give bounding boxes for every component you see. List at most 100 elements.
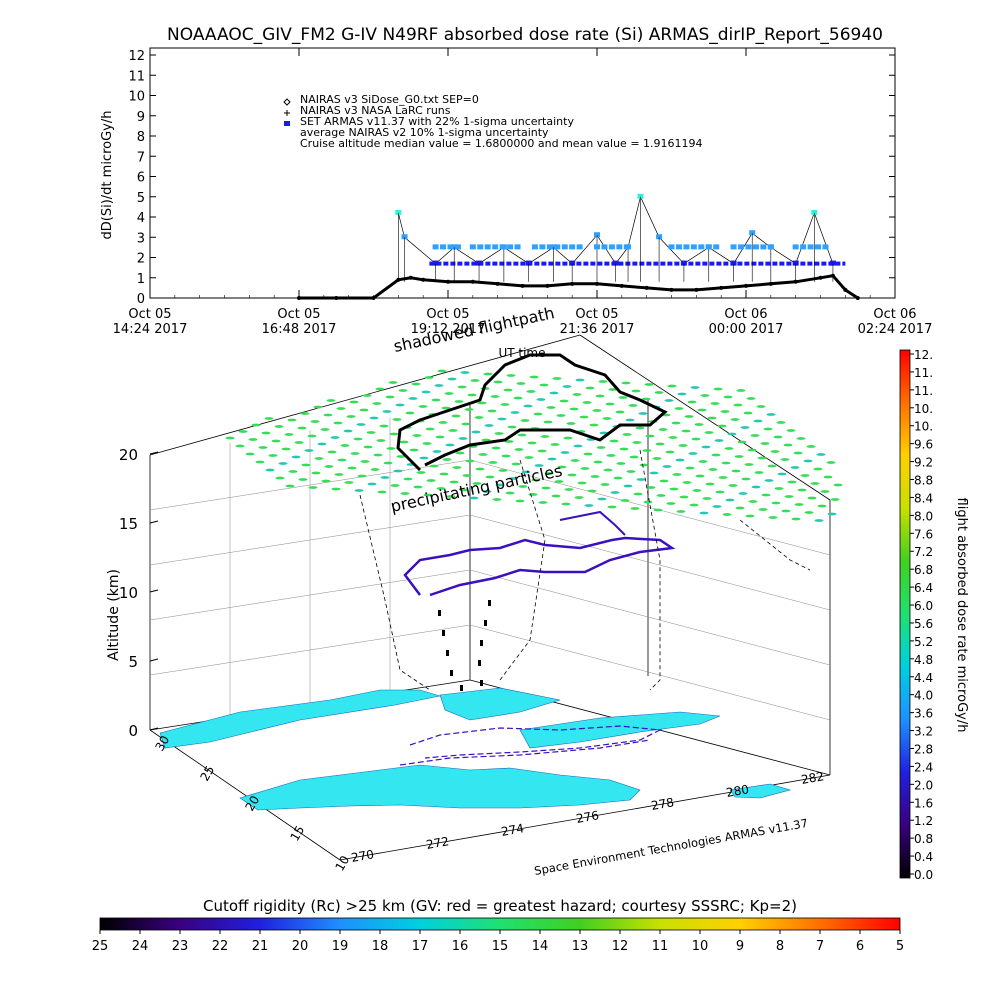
y-tick-label: 6 (137, 171, 145, 186)
particle-marker (582, 401, 592, 404)
particle-marker (654, 391, 664, 394)
rigidity-colorbar-tick-label: 25 (92, 939, 109, 954)
particle-marker (311, 471, 321, 475)
particle-marker (616, 462, 626, 465)
particle-marker (423, 493, 433, 497)
particle-marker (669, 487, 679, 491)
rigidity-colorbar-tick-label: 23 (172, 939, 189, 954)
dose-colorbar-tick-label: 1.2 (914, 814, 933, 828)
dose-colorbar-tick-label: 0.4 (914, 850, 933, 864)
particle-marker (730, 418, 740, 421)
floor-path-2 (399, 739, 651, 766)
particle-marker (274, 425, 284, 428)
particle-marker (505, 491, 515, 495)
particle-marker (446, 495, 456, 498)
particle-marker (728, 484, 738, 487)
particle-marker (424, 376, 434, 379)
altitude-tick (149, 589, 159, 593)
particle-marker (557, 465, 567, 469)
particle-marker (238, 430, 248, 433)
particle-marker (668, 436, 678, 439)
armas-point-upper (477, 244, 484, 250)
particle-marker (573, 444, 583, 448)
particle-marker (445, 443, 455, 447)
rigidity-colorbar-tick-label: 13 (572, 939, 589, 954)
particle-marker (593, 460, 603, 464)
particle-marker (672, 473, 682, 476)
particle-marker (711, 453, 721, 457)
particle-marker (675, 458, 685, 462)
particle-marker (426, 479, 436, 482)
particle-marker (393, 469, 403, 473)
particle-marker (577, 481, 587, 485)
particle-marker (705, 482, 715, 486)
particle-marker (516, 382, 526, 385)
particle-marker (793, 451, 803, 455)
armas-point (476, 260, 483, 266)
dose-colorbar-tick-label: 6.0 (914, 599, 933, 613)
particle-marker (370, 468, 380, 471)
armas-point-upper (576, 244, 583, 250)
particle-marker (334, 473, 344, 476)
particle-marker (321, 479, 331, 483)
particle-marker (481, 438, 491, 442)
armas-point-upper (752, 244, 759, 250)
particle-marker (451, 414, 461, 418)
particle-marker (738, 492, 748, 495)
particle-marker (823, 475, 833, 479)
particle-marker (689, 503, 699, 507)
particle-marker (704, 431, 714, 434)
particle-marker (377, 490, 387, 494)
particle-marker (724, 447, 734, 450)
particle-marker (268, 454, 278, 457)
particle-marker (751, 485, 761, 489)
particle-marker (380, 476, 390, 479)
y-tick-label: 0 (137, 292, 145, 307)
particle-marker (297, 426, 307, 430)
particle-marker (574, 496, 584, 499)
armas-point-upper (484, 244, 491, 250)
dose-colorbar-tick-label: 3.6 (914, 707, 933, 721)
particle-marker (758, 508, 768, 511)
projection-line-2 (639, 449, 661, 691)
particle-marker (354, 489, 364, 492)
particle-marker (603, 468, 613, 472)
nairas-point (744, 283, 748, 288)
longitude-tick-label: 270 (350, 847, 375, 865)
particle-marker (679, 495, 689, 499)
particle-marker (596, 446, 606, 449)
latitude-tick-label: 25 (197, 763, 217, 783)
armas-point-upper (815, 244, 822, 250)
dose-colorbar-tick-label: 11. (914, 366, 933, 380)
particle-marker (664, 399, 674, 402)
particle-marker (436, 487, 446, 490)
armas-point-upper (447, 244, 454, 250)
particle-marker (449, 480, 459, 484)
particle-marker (800, 474, 810, 477)
particle-marker (636, 478, 646, 481)
particle-marker (575, 378, 585, 382)
particle-marker (435, 435, 445, 439)
rigidity-colorbar-tick-label: 16 (452, 939, 469, 954)
particle-marker (452, 466, 462, 469)
particle-marker (304, 449, 314, 452)
particle-marker (784, 495, 794, 498)
particle-marker (459, 488, 469, 492)
particle-marker (621, 381, 631, 385)
particle-marker (662, 465, 672, 468)
armas-point (680, 260, 687, 266)
nairas-point (570, 281, 575, 286)
particle-marker (609, 439, 619, 443)
altitude-tick (149, 727, 159, 731)
particle-marker (757, 456, 767, 460)
particle-marker (485, 475, 495, 479)
particle-marker (291, 455, 301, 459)
particle-marker (474, 416, 484, 419)
armas-point (594, 232, 600, 238)
dose-colorbar-fill (899, 349, 911, 879)
particle-marker (583, 452, 593, 456)
particle-marker (735, 506, 745, 510)
particle-marker (487, 409, 497, 413)
particle-marker (763, 427, 773, 431)
